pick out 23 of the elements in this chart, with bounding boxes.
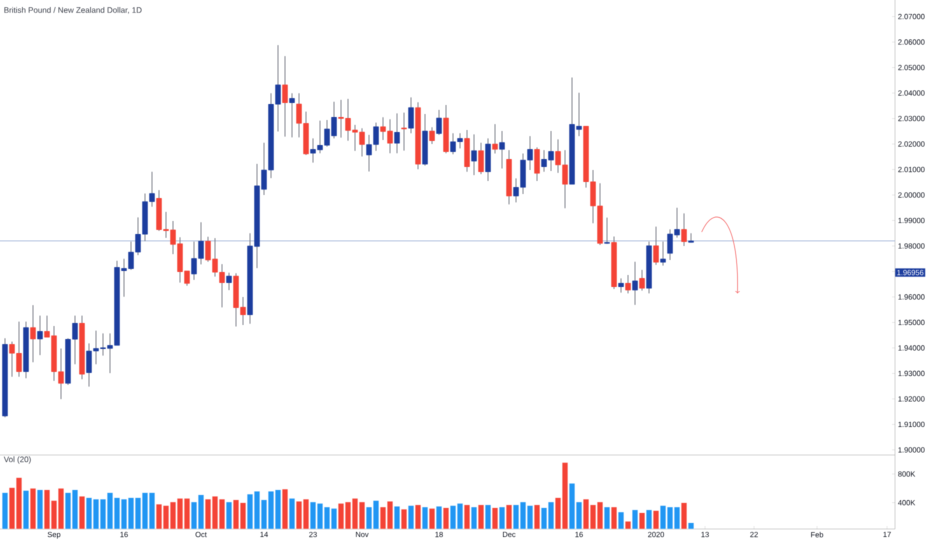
candlestick <box>499 130 505 169</box>
candlestick <box>639 269 645 292</box>
candlestick <box>394 112 400 154</box>
candlestick <box>289 92 295 138</box>
candlestick <box>408 96 414 134</box>
candlestick <box>632 261 638 306</box>
candlestick <box>653 226 659 266</box>
candlestick <box>282 56 288 138</box>
candlestick <box>625 274 631 294</box>
candlestick <box>471 134 477 176</box>
candlestick <box>534 146 540 182</box>
candlestick <box>436 109 442 136</box>
candlestick <box>37 315 43 356</box>
candlestick <box>429 126 435 144</box>
candlestick <box>604 217 610 244</box>
candlestick <box>660 241 666 266</box>
candlestick <box>618 278 624 294</box>
candlestick <box>30 304 36 363</box>
candlestick <box>401 112 407 152</box>
candlestick <box>478 142 484 175</box>
candlestick <box>226 272 232 291</box>
candlestick <box>492 124 498 154</box>
candlestick <box>681 212 687 246</box>
